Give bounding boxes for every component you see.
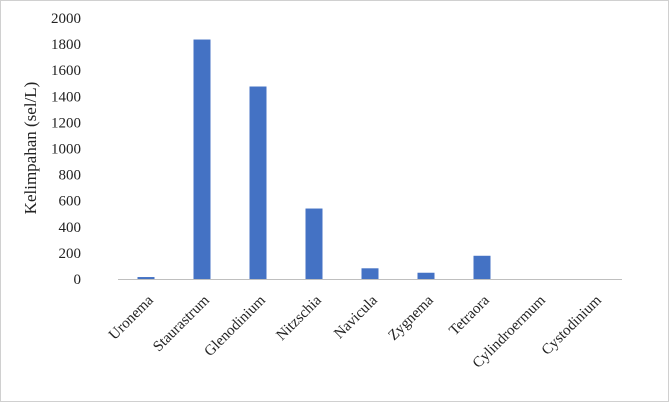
bar — [473, 255, 491, 279]
bar — [361, 268, 379, 279]
bar — [305, 208, 323, 279]
y-tick-label: 1600 — [51, 63, 81, 79]
x-tick-label: Zygnema — [385, 292, 437, 344]
x-tick-label: Cystodinium — [539, 292, 605, 358]
bar — [249, 86, 267, 279]
y-tick-label: 1000 — [51, 142, 81, 158]
y-tick-label: 200 — [59, 246, 82, 262]
y-tick-label: 1800 — [51, 37, 81, 53]
x-tick-label: Glenodinium — [202, 292, 270, 360]
y-tick-label: 2000 — [51, 11, 81, 27]
bar — [193, 39, 211, 279]
x-tick-label: Uronema — [106, 292, 157, 343]
bar — [137, 277, 155, 279]
bars — [137, 39, 491, 279]
y-tick-label: 1200 — [51, 115, 81, 131]
y-axis-label: Kelimpahan (sel/L) — [21, 82, 40, 215]
y-tick-label: 800 — [59, 168, 82, 184]
x-tick-label: Tetraora — [446, 292, 493, 339]
y-axis-ticks: 0 200 400 600 800 1000 1200 1400 1600 1800 2000 — [51, 11, 81, 288]
y-tick-label: 400 — [59, 220, 82, 236]
y-tick-label: 0 — [74, 272, 82, 288]
y-tick-label: 1400 — [51, 89, 81, 105]
bar — [417, 272, 435, 279]
x-tick-label: Navicula — [331, 292, 381, 342]
x-tick-label: Nitzschia — [273, 292, 325, 344]
y-tick-label: 600 — [59, 194, 82, 210]
